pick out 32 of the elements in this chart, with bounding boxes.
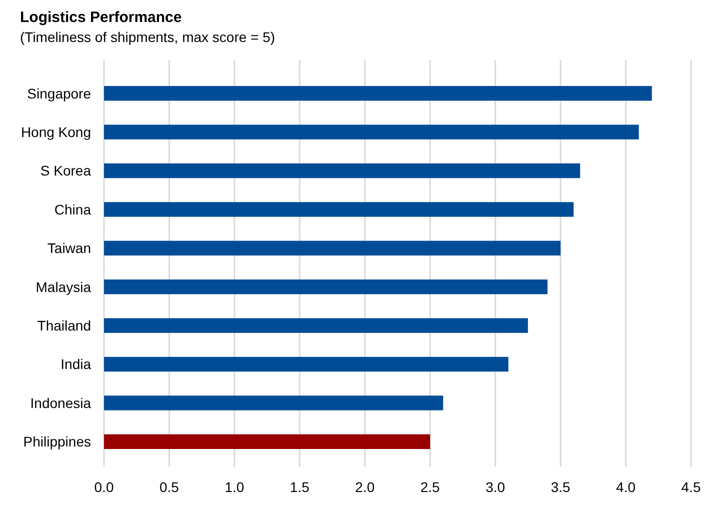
y-tick-label: China: [54, 201, 92, 218]
bar: [104, 396, 444, 410]
x-tick-label: 2.5: [420, 479, 440, 495]
y-tick-label: Taiwan: [47, 240, 91, 256]
y-tick-label: Hong Kong: [20, 124, 91, 140]
bar: [104, 202, 574, 217]
x-tick-label: 2.0: [355, 479, 375, 495]
x-tick-label: 4.0: [616, 479, 636, 495]
bar: [104, 279, 548, 294]
x-tick-label: 4.5: [681, 479, 701, 495]
bar: [104, 163, 580, 178]
bar: [104, 86, 652, 101]
y-tick-label: Thailand: [37, 317, 91, 334]
chart-title: Logistics Performance: [20, 9, 182, 26]
y-tick-label: S Korea: [40, 162, 92, 179]
bar: [104, 356, 508, 372]
x-tick-label: 0.0: [94, 479, 114, 495]
x-tick-label: 1.0: [224, 479, 244, 495]
y-tick-label: Singapore: [27, 85, 92, 102]
chart-subtitle: (Timeliness of shipments, max score = 5): [20, 29, 276, 45]
bar: [104, 434, 430, 450]
y-tick-label: Philippines: [23, 434, 91, 450]
y-tick-label: India: [60, 356, 92, 372]
x-tick-label: 3.0: [486, 479, 506, 495]
x-tick-label: 1.5: [290, 479, 310, 495]
y-tick-label: Malaysia: [36, 278, 92, 295]
x-tick-label: 3.5: [550, 479, 570, 495]
bar: [104, 240, 561, 256]
x-tick-label: 0.5: [159, 479, 180, 495]
bar: [104, 318, 528, 333]
bar: [104, 124, 639, 140]
y-tick-label: Indonesia: [30, 394, 92, 411]
